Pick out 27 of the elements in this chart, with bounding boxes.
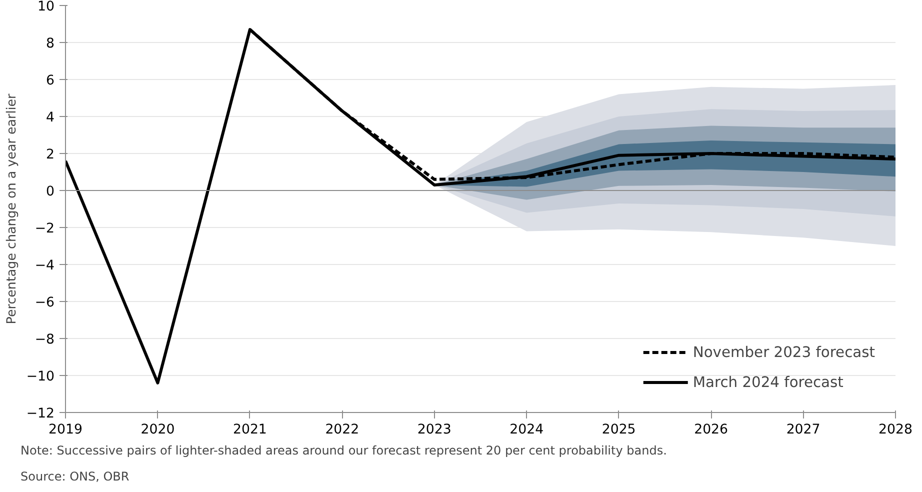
y-tick-label: −2 (34, 222, 55, 236)
y-tick-label: 10 (38, 0, 55, 14)
y-tick-label: −6 (34, 296, 55, 310)
x-tick-label: 2021 (232, 422, 267, 438)
x-tick-label: 2020 (140, 422, 175, 438)
x-tick-label: 2025 (602, 422, 636, 438)
y-axis-title: Percentage change on a year earlier (3, 92, 18, 324)
x-tick-label: 2026 (694, 422, 728, 438)
x-tick-label: 2019 (48, 422, 82, 438)
y-tick-label: −4 (34, 258, 55, 274)
y-tick-label: 8 (46, 36, 55, 52)
x-tick-label: 2022 (325, 422, 360, 438)
y-tick-label: 6 (46, 74, 55, 88)
y-tick-label: 2 (46, 148, 55, 162)
y-tick-label: 0 (46, 184, 55, 200)
y-tick-label: −8 (34, 332, 55, 348)
legend-label: November 2023 forecast (692, 344, 875, 360)
y-tick-label: −12 (26, 406, 55, 422)
source-note: Source: ONS, OBR (20, 470, 130, 484)
x-tick-label: 2023 (417, 422, 452, 438)
x-tick-label: 2024 (510, 422, 544, 438)
text: Note: Successive pairs of lighter-shaded areas around our forecast represent 20 per cent probability bands. (20, 444, 667, 458)
y-tick-label: −10 (26, 370, 55, 384)
x-tick-label: 2028 (878, 422, 912, 438)
x-tick-label: 2027 (786, 422, 820, 438)
y-tick-label: 4 (46, 110, 55, 126)
legend-label: March 2024 forecast (692, 374, 844, 390)
